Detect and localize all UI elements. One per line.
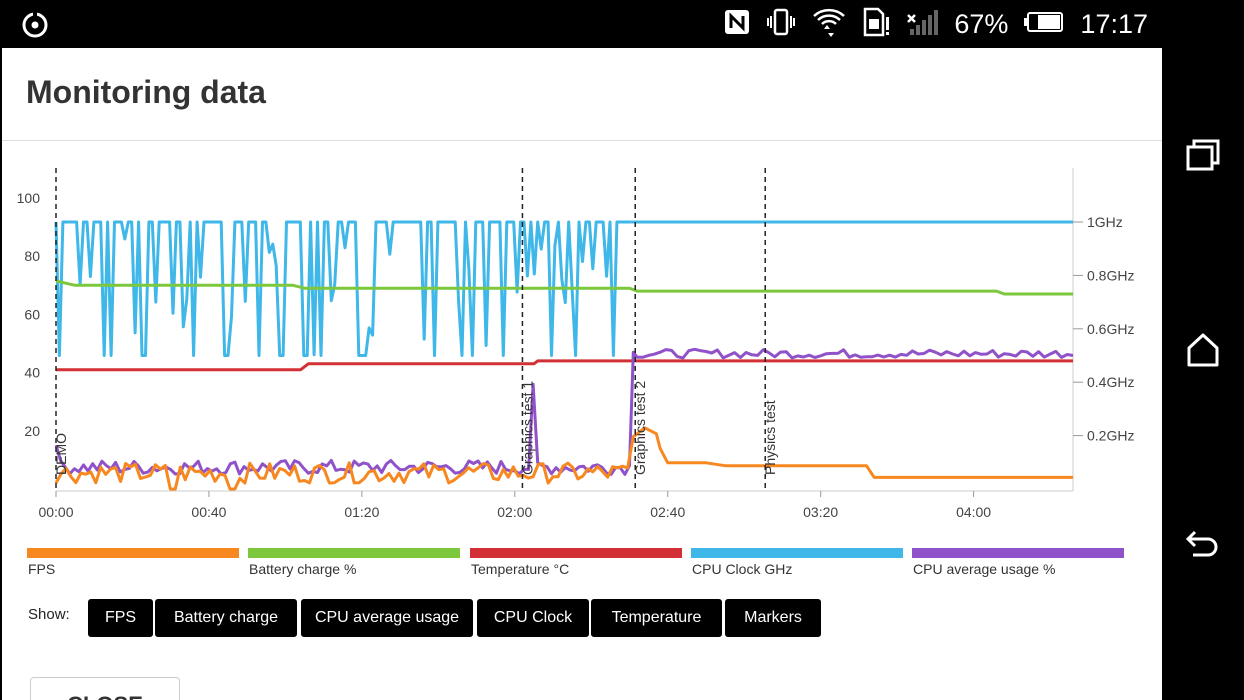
legend-temperature: Temperature °C (470, 548, 682, 588)
monitoring-chart: 00:00 00:40 01:20 02:00 02:40 03:20 04:00 20 40 6… (17, 168, 1134, 520)
camera-lens-icon (20, 10, 50, 45)
y-right-tick-label: 0.6GHz (1087, 321, 1134, 337)
legend-fps-label: FPS (28, 561, 56, 577)
legend-fps: FPS (27, 548, 239, 588)
legend-battery-label: Battery charge % (249, 561, 357, 577)
temperature-line (56, 359, 1073, 372)
marker-label: DEMO (53, 433, 69, 475)
legend-cpu-usage-swatch (912, 548, 1124, 558)
back-icon[interactable] (1183, 523, 1223, 563)
wifi-icon (812, 7, 846, 42)
x-tick-label: 02:40 (650, 504, 685, 520)
x-tick-label: 03:20 (803, 504, 838, 520)
recent-apps-icon[interactable] (1183, 135, 1223, 175)
show-fps-button[interactable]: FPS (88, 599, 153, 637)
y-left-tick-label: 40 (24, 365, 40, 381)
show-cpu-clock-button[interactable]: CPU Clock (477, 599, 589, 637)
close-button[interactable]: CLOSE (30, 677, 180, 700)
y-left-tick-label: 60 (24, 306, 40, 322)
legend-temperature-swatch (470, 548, 682, 558)
y-right-tick-label: 1GHz (1087, 214, 1123, 230)
legend-cpu-usage: CPU average usage % (912, 548, 1124, 588)
legend-fps-swatch (27, 548, 239, 558)
x-tick-label: 04:00 (956, 504, 991, 520)
show-label: Show: (28, 606, 70, 623)
y-right-tick-label: 0.4GHz (1087, 374, 1134, 390)
x-tick-label: 02:00 (497, 504, 532, 520)
legend-cpu-clock-swatch (691, 548, 903, 558)
y-left-tick-label: 20 (24, 423, 40, 439)
show-temperature-button[interactable]: Temperature (591, 599, 722, 637)
marker-label: Physics test (762, 400, 778, 475)
monitoring-panel: Monitoring data 00:00 00:40 01:20 02:00 02:4… (2, 48, 1162, 700)
signal-no-service-icon (906, 7, 939, 42)
x-tick-label: 01:20 (344, 504, 379, 520)
x-tick-label: 00:40 (191, 504, 226, 520)
nfc-icon (724, 9, 750, 40)
cpu-usage-line (54, 347, 1074, 476)
fps-line (54, 426, 1073, 491)
battery-icon (1024, 11, 1064, 38)
legend-battery-swatch (248, 548, 460, 558)
vibrate-icon (766, 8, 796, 41)
y-right-tick-label: 0.8GHz (1087, 267, 1134, 283)
page-title: Monitoring data (26, 74, 266, 110)
navigation-bar (1162, 48, 1244, 700)
marker-label: Graphics test 2 (632, 381, 648, 475)
legend-cpu-clock-label: CPU Clock GHz (692, 561, 793, 577)
y-left-tick-label: 80 (24, 248, 40, 264)
sim-alert-icon (862, 7, 890, 42)
legend-temperature-label: Temperature °C (471, 561, 570, 577)
battery-line (55, 279, 1073, 296)
legend-battery: Battery charge % (248, 548, 460, 588)
clock: 17:17 (1080, 8, 1148, 39)
status-bar: 67% 17:17 (0, 0, 1244, 48)
cpu-clock-line (54, 220, 632, 357)
battery-percent: 67% (954, 8, 1009, 39)
y-left-tick-label: 100 (17, 190, 41, 206)
x-tick-label: 00:00 (38, 504, 73, 520)
show-markers-button[interactable]: Markers (725, 599, 821, 637)
legend-cpu-usage-label: CPU average usage % (913, 561, 1056, 577)
marker-label: Graphics test 1 (519, 381, 535, 475)
legend-cpu-clock: CPU Clock GHz (691, 548, 903, 588)
show-battery-charge-button[interactable]: Battery charge (155, 599, 297, 637)
home-icon[interactable] (1183, 330, 1223, 370)
y-right-tick-label: 0.2GHz (1087, 428, 1134, 444)
panel-header: Monitoring data (2, 48, 1162, 141)
show-cpu-average-usage-button[interactable]: CPU average usage (301, 599, 473, 637)
